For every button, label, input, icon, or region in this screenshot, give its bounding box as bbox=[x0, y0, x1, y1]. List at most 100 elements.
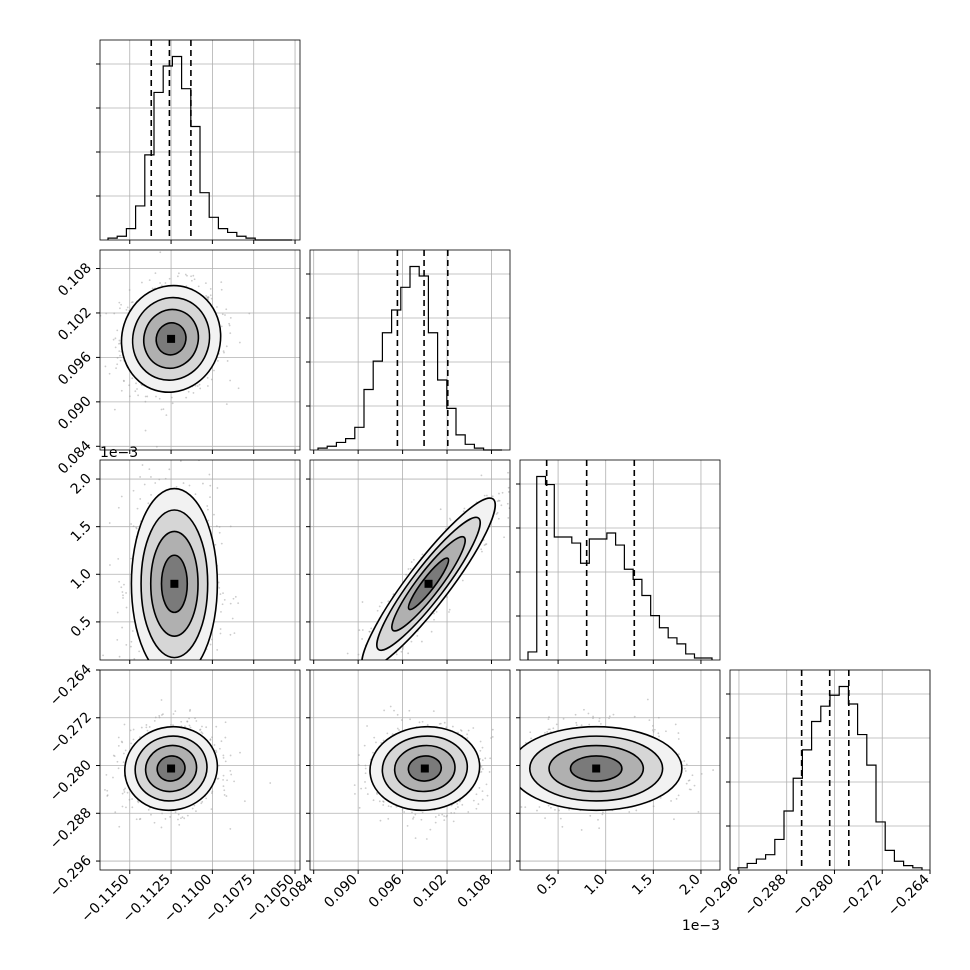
scatter-point bbox=[135, 818, 138, 821]
scatter-point bbox=[434, 821, 437, 824]
scatter-point bbox=[116, 356, 119, 359]
scatter-point bbox=[158, 714, 161, 717]
scatter-point bbox=[450, 812, 453, 814]
scatter-group bbox=[353, 705, 494, 840]
scatter-point bbox=[195, 720, 198, 722]
scatter-point bbox=[507, 517, 510, 519]
scatter-point bbox=[160, 826, 163, 829]
scatter-point bbox=[230, 773, 233, 776]
scatter-point bbox=[207, 519, 210, 522]
scatter-point bbox=[410, 640, 413, 643]
scatter-point bbox=[135, 382, 137, 385]
y-tick-label: 0.096 bbox=[55, 349, 95, 389]
y-tick-label: −0.288 bbox=[47, 805, 95, 853]
histogram-1 bbox=[317, 265, 502, 451]
scatter-point bbox=[411, 811, 413, 814]
scatter-point bbox=[222, 592, 224, 595]
scatter-point bbox=[490, 737, 492, 739]
x-tick-label: 0.096 bbox=[366, 871, 406, 911]
scatter-point bbox=[228, 324, 231, 327]
scatter-point bbox=[135, 526, 138, 529]
scatter-point bbox=[224, 721, 227, 724]
scatter-point bbox=[237, 387, 240, 390]
scatter-point bbox=[122, 752, 125, 755]
scatter-point bbox=[441, 813, 444, 816]
scatter-point bbox=[507, 491, 510, 493]
scatter-point bbox=[218, 747, 221, 750]
scatter-point bbox=[452, 820, 455, 823]
scatter-point bbox=[368, 662, 370, 664]
scatter-point bbox=[372, 799, 375, 802]
scatter-point bbox=[373, 736, 376, 739]
scatter-point bbox=[503, 536, 505, 539]
scatter-point bbox=[597, 818, 599, 821]
scatter-point bbox=[495, 513, 498, 515]
scatter-point bbox=[231, 617, 234, 620]
scatter-point bbox=[168, 468, 171, 471]
scatter-point bbox=[269, 782, 272, 784]
scatter-point bbox=[208, 473, 211, 476]
scatter-point bbox=[174, 811, 177, 814]
scatter-point bbox=[402, 645, 405, 648]
scatter-point bbox=[683, 760, 686, 762]
scatter-point bbox=[480, 765, 483, 768]
scatter-point bbox=[414, 813, 417, 816]
scatter-point bbox=[170, 396, 173, 399]
scatter-point bbox=[225, 795, 228, 797]
scatter-point bbox=[186, 814, 189, 817]
scatter-point bbox=[491, 736, 494, 738]
scatter-point bbox=[488, 771, 491, 773]
scatter-point bbox=[237, 602, 240, 605]
scatter-point bbox=[409, 718, 411, 721]
scatter-point bbox=[114, 811, 117, 814]
scatter-point bbox=[382, 800, 385, 803]
scatter-point bbox=[143, 483, 146, 486]
scatter-point bbox=[182, 482, 185, 484]
scatter-point bbox=[383, 709, 386, 712]
scatter-point bbox=[150, 494, 152, 496]
x-tick-label: −0.264 bbox=[885, 871, 933, 919]
scatter-point bbox=[358, 754, 360, 756]
scatter-point bbox=[485, 783, 488, 786]
scatter-point bbox=[233, 780, 235, 783]
scatter-point bbox=[511, 495, 513, 497]
x-tick-label: 1.5 bbox=[629, 872, 656, 899]
scatter-point bbox=[224, 736, 227, 739]
scatter-point bbox=[361, 638, 363, 640]
scatter-point bbox=[118, 342, 120, 345]
scatter-point bbox=[380, 601, 383, 604]
x-tick-label: 0.090 bbox=[321, 872, 361, 912]
scatter-point bbox=[412, 817, 414, 820]
hist-panel bbox=[520, 460, 720, 660]
scatter-point bbox=[358, 806, 361, 809]
scatter-point bbox=[414, 837, 417, 840]
scatter-point bbox=[184, 273, 187, 276]
scatter-point bbox=[481, 790, 484, 793]
scatter-point bbox=[201, 800, 204, 803]
scatter-point bbox=[206, 376, 209, 379]
scatter-point bbox=[141, 281, 143, 284]
scatter-point bbox=[376, 793, 379, 795]
scatter-point bbox=[119, 354, 121, 357]
x-tick-label: −0.288 bbox=[742, 872, 790, 920]
scatter-point bbox=[120, 586, 123, 589]
scatter-point bbox=[454, 808, 457, 810]
scatter-point bbox=[155, 395, 157, 398]
scatter-point bbox=[215, 749, 217, 752]
scatter-point bbox=[127, 665, 129, 667]
scatter-point bbox=[673, 818, 675, 821]
scatter-point bbox=[445, 726, 448, 729]
scatter-point bbox=[475, 793, 478, 796]
scatter-point bbox=[171, 668, 173, 670]
scatter-point bbox=[364, 662, 366, 664]
scatter-point bbox=[206, 385, 209, 387]
scatter-point bbox=[239, 751, 241, 754]
scatter-point bbox=[122, 379, 125, 382]
scatter-point bbox=[370, 627, 373, 630]
scatter-point bbox=[387, 805, 390, 808]
scatter-point bbox=[451, 725, 454, 728]
scatter-point bbox=[149, 664, 151, 666]
scatter-point bbox=[185, 396, 188, 399]
scatter-point bbox=[159, 251, 162, 254]
scatter-point bbox=[139, 476, 142, 478]
